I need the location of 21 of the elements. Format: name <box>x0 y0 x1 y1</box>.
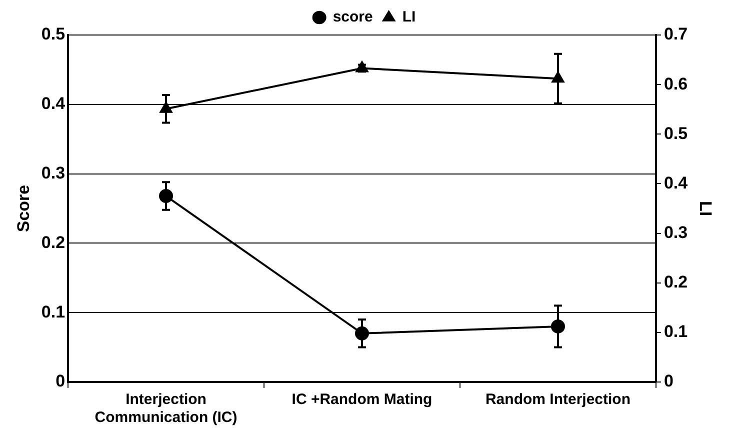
y-tick-label: 0.5 <box>41 24 66 44</box>
x-tick-label: IC +Random Mating <box>292 391 432 408</box>
y-tick-label: 0 <box>56 372 66 391</box>
y2-tick-label: 0.3 <box>664 222 688 242</box>
y-tick-label: 0.4 <box>41 94 66 114</box>
y2-tick-label: 0.1 <box>664 322 688 342</box>
y-axis-title: Score <box>14 184 33 232</box>
y2-tick-label: 0 <box>664 372 674 391</box>
x-tick-label: Interjection Communication (IC) <box>94 391 238 426</box>
y2-tick-label: 0.5 <box>664 124 688 143</box>
y2-tick-label: 0.7 <box>664 24 688 44</box>
y2-tick-label: 0.4 <box>664 173 688 192</box>
y-tick-label: 0.3 <box>41 163 66 182</box>
y2-tick-label: 0.6 <box>664 74 688 94</box>
legend-label: score <box>332 8 373 26</box>
y-tick-label: 0.1 <box>41 302 66 322</box>
y-tick-label: 0.2 <box>41 232 66 252</box>
x-tick-label: Random Interjection <box>485 391 630 408</box>
legend-label: LI <box>402 8 416 26</box>
y2-axis-title: LI <box>696 200 716 216</box>
y2-tick-label: 0.2 <box>664 272 688 292</box>
